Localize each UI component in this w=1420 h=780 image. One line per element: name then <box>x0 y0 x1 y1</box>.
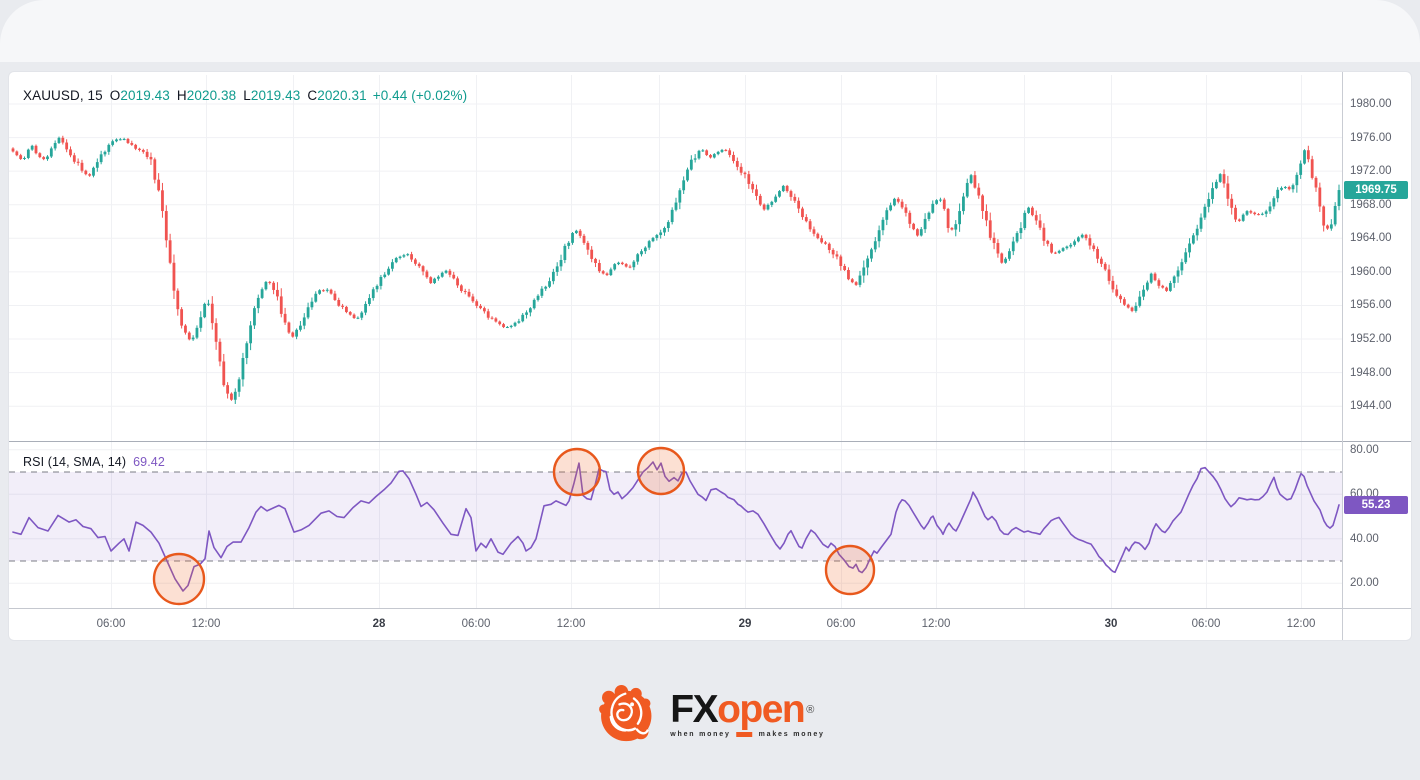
rsi-axis-label: 40.00 <box>1350 532 1379 545</box>
signal-highlight-circle <box>552 447 602 497</box>
price-chart-legend: XAUUSD, 15 O2019.43 H2020.38 L2019.43 C2020.… <box>23 88 467 103</box>
tagline-bar <box>736 732 753 737</box>
rsi-legend-value: 69.42 <box>133 455 165 469</box>
price-axis-label: 1976.00 <box>1350 131 1392 144</box>
rsi-value-badge: 55.23 <box>1344 495 1408 514</box>
price-axis-label: 1968.00 <box>1350 198 1392 211</box>
brand-tagline: when money makes money <box>670 731 825 738</box>
price-axis-label: 1964.00 <box>1350 232 1392 245</box>
top-rounded-band <box>0 0 1420 62</box>
candlestick-series <box>11 135 1341 404</box>
price-axis-label: 1980.00 <box>1350 98 1392 110</box>
rsi-axis-label: 20.00 <box>1350 577 1379 590</box>
rsi-band <box>9 472 1342 561</box>
price-axis-label: 1952.00 <box>1350 333 1392 346</box>
time-tick-label: 12:00 <box>556 618 586 630</box>
time-tick-label: 06:00 <box>826 618 856 630</box>
price-axis-label: 1972.00 <box>1350 165 1392 178</box>
registered-mark: ® <box>806 704 815 716</box>
price-rsi-chart[interactable] <box>9 72 1412 641</box>
signal-highlight-circle <box>152 552 206 606</box>
last-price-badge: 1969.75 <box>1344 181 1408 200</box>
fxopen-logo: FXopen ® when money makes money <box>595 684 825 746</box>
pane-separators <box>9 72 1411 640</box>
price-axis-label: 1956.00 <box>1350 299 1392 312</box>
highlight-annotations <box>152 446 876 606</box>
price-axis-label: 1960.00 <box>1350 265 1392 278</box>
signal-highlight-circle <box>824 544 876 596</box>
rsi-legend: RSI (14, SMA, 14) 69.42 <box>23 455 165 469</box>
ohlc-item: O2019.43 <box>109 88 170 103</box>
brand-open: open <box>717 688 806 731</box>
time-tick-label: 28 <box>372 618 386 630</box>
symbol-title[interactable]: XAUUSD, 15 <box>23 88 103 103</box>
time-tick-label: 06:00 <box>461 618 491 630</box>
fxopen-lion-emblem <box>599 684 652 742</box>
chart-card: XAUUSD, 15 O2019.43 H2020.38 L2019.43 C2020.… <box>8 71 1412 641</box>
signal-highlight-circle <box>636 446 686 496</box>
price-axis-label: 1944.00 <box>1350 400 1392 413</box>
time-tick-label: 06:00 <box>1191 618 1221 630</box>
rsi-legend-title[interactable]: RSI (14, SMA, 14) <box>23 455 127 469</box>
change-value: +0.44 (+0.02%) <box>372 88 468 103</box>
time-tick-label: 06:00 <box>96 618 126 630</box>
brand-text: FXopen ® <box>670 690 825 729</box>
ohlc-item: H2020.38 <box>176 88 237 103</box>
ohlc-values: O2019.43 H2020.38 L2019.43 C2020.31 <box>103 88 367 103</box>
ohlc-item: C2020.31 <box>307 88 367 103</box>
brand-fx: FX <box>670 688 718 731</box>
time-tick-label: 29 <box>738 618 752 630</box>
tagline-right: makes money <box>758 731 825 738</box>
time-tick-label: 30 <box>1104 618 1118 630</box>
tagline-left: when money <box>670 731 731 738</box>
rsi-line <box>12 461 1340 592</box>
price-axis-label: 1948.00 <box>1350 366 1392 379</box>
time-tick-label: 12:00 <box>921 618 951 630</box>
rsi-indicator <box>9 461 1342 592</box>
time-tick-label: 12:00 <box>1286 618 1316 630</box>
rsi-axis-label: 80.00 <box>1350 443 1379 456</box>
ohlc-item: L2019.43 <box>243 88 301 103</box>
time-tick-label: 12:00 <box>191 618 221 630</box>
fxopen-wordmark: FXopen ® when money makes money <box>670 690 825 738</box>
